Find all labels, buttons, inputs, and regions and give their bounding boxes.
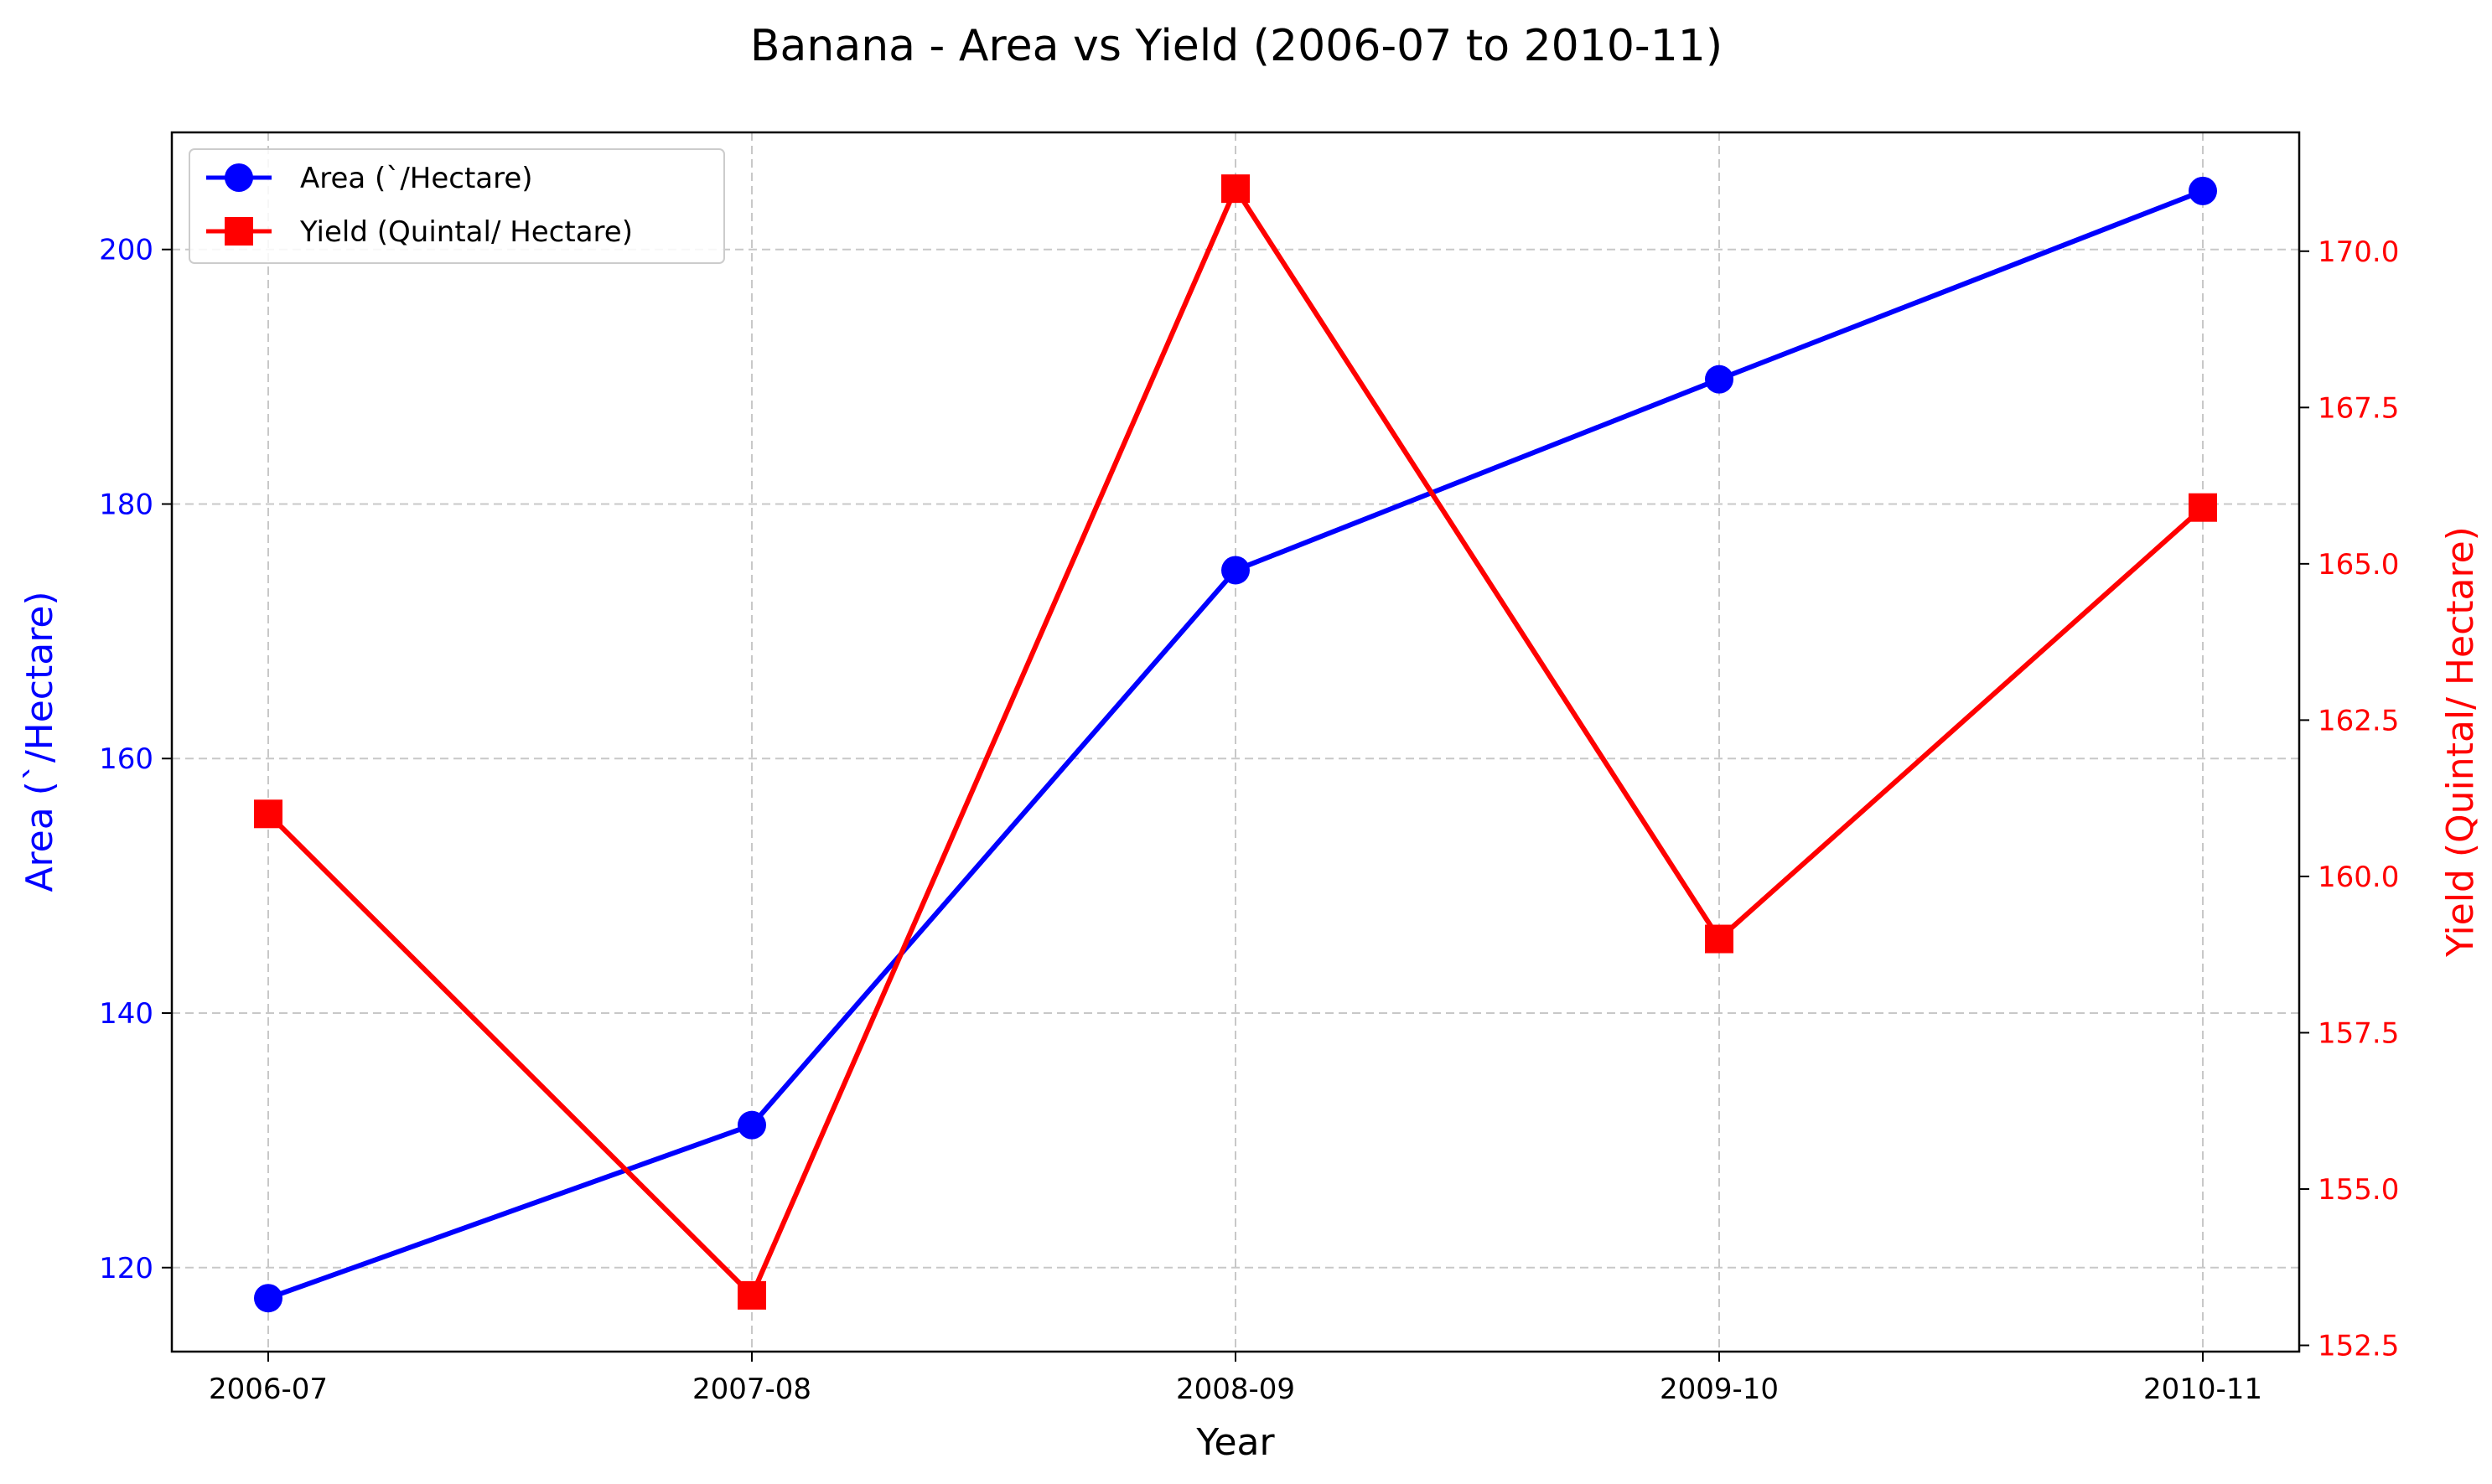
y-right-tick-label: 152.5 xyxy=(2318,1330,2399,1363)
legend-box xyxy=(189,148,725,264)
x-tick-label: 2007-08 xyxy=(692,1373,811,1406)
legend-yield-label: Yield (Quintal/ Hectare) xyxy=(299,215,633,249)
y-right-tick-label: 155.0 xyxy=(2318,1173,2399,1207)
y-right-tick-label: 162.5 xyxy=(2318,704,2399,737)
yield-point xyxy=(254,799,282,829)
y-left-tick-label: 160 xyxy=(99,742,153,776)
legend-area-marker xyxy=(225,163,253,192)
area-point xyxy=(1221,556,1250,585)
x-tick-label: 2010-11 xyxy=(2143,1373,2262,1406)
y-right-tick-label: 165.0 xyxy=(2318,548,2399,582)
series-markers xyxy=(254,174,2217,1313)
legend: Area (`/Hectare) Yield (Quintal/ Hectare… xyxy=(189,148,725,264)
legend-yield-marker xyxy=(225,217,253,246)
grid xyxy=(172,132,2299,1352)
y-axis-right-label: Yield (Quintal/ Hectare) xyxy=(2439,526,2482,958)
legend-area-label: Area (`/Hectare) xyxy=(300,162,533,195)
y-left-tick-label: 120 xyxy=(99,1252,153,1285)
y-axis-left: 120 140 160 180 200 xyxy=(99,234,172,1285)
y-right-tick-label: 167.5 xyxy=(2318,391,2399,425)
y-axis-right: 152.5 155.0 157.5 160.0 162.5 165.0 167.5 170.0 xyxy=(2299,235,2399,1363)
yield-point xyxy=(738,1280,766,1310)
y-right-tick-label: 170.0 xyxy=(2318,235,2399,269)
yield-point xyxy=(1221,174,1250,204)
y-left-tick-label: 200 xyxy=(99,234,153,267)
x-tick-label: 2008-09 xyxy=(1176,1373,1295,1406)
yield-point xyxy=(1705,924,1733,954)
area-point xyxy=(2189,176,2217,205)
x-axis: 2006-07 2007-08 2008-09 2009-10 2010-11 xyxy=(209,1352,2262,1406)
y-right-tick-label: 160.0 xyxy=(2318,861,2399,894)
y-axis-left-label: Area (`/Hectare) xyxy=(18,591,61,892)
area-point xyxy=(254,1284,282,1313)
y-left-tick-label: 140 xyxy=(99,997,153,1031)
x-axis-label: Year xyxy=(1195,1421,1275,1464)
area-point xyxy=(738,1110,766,1140)
x-tick-label: 2006-07 xyxy=(209,1373,328,1406)
x-tick-label: 2009-10 xyxy=(1660,1373,1779,1406)
chart-title: Banana - Area vs Yield (2006-07 to 2010-… xyxy=(750,21,1723,71)
y-left-tick-label: 180 xyxy=(99,488,153,521)
area-point xyxy=(1705,365,1733,394)
yield-point xyxy=(2189,493,2217,522)
y-right-tick-label: 157.5 xyxy=(2318,1016,2399,1050)
